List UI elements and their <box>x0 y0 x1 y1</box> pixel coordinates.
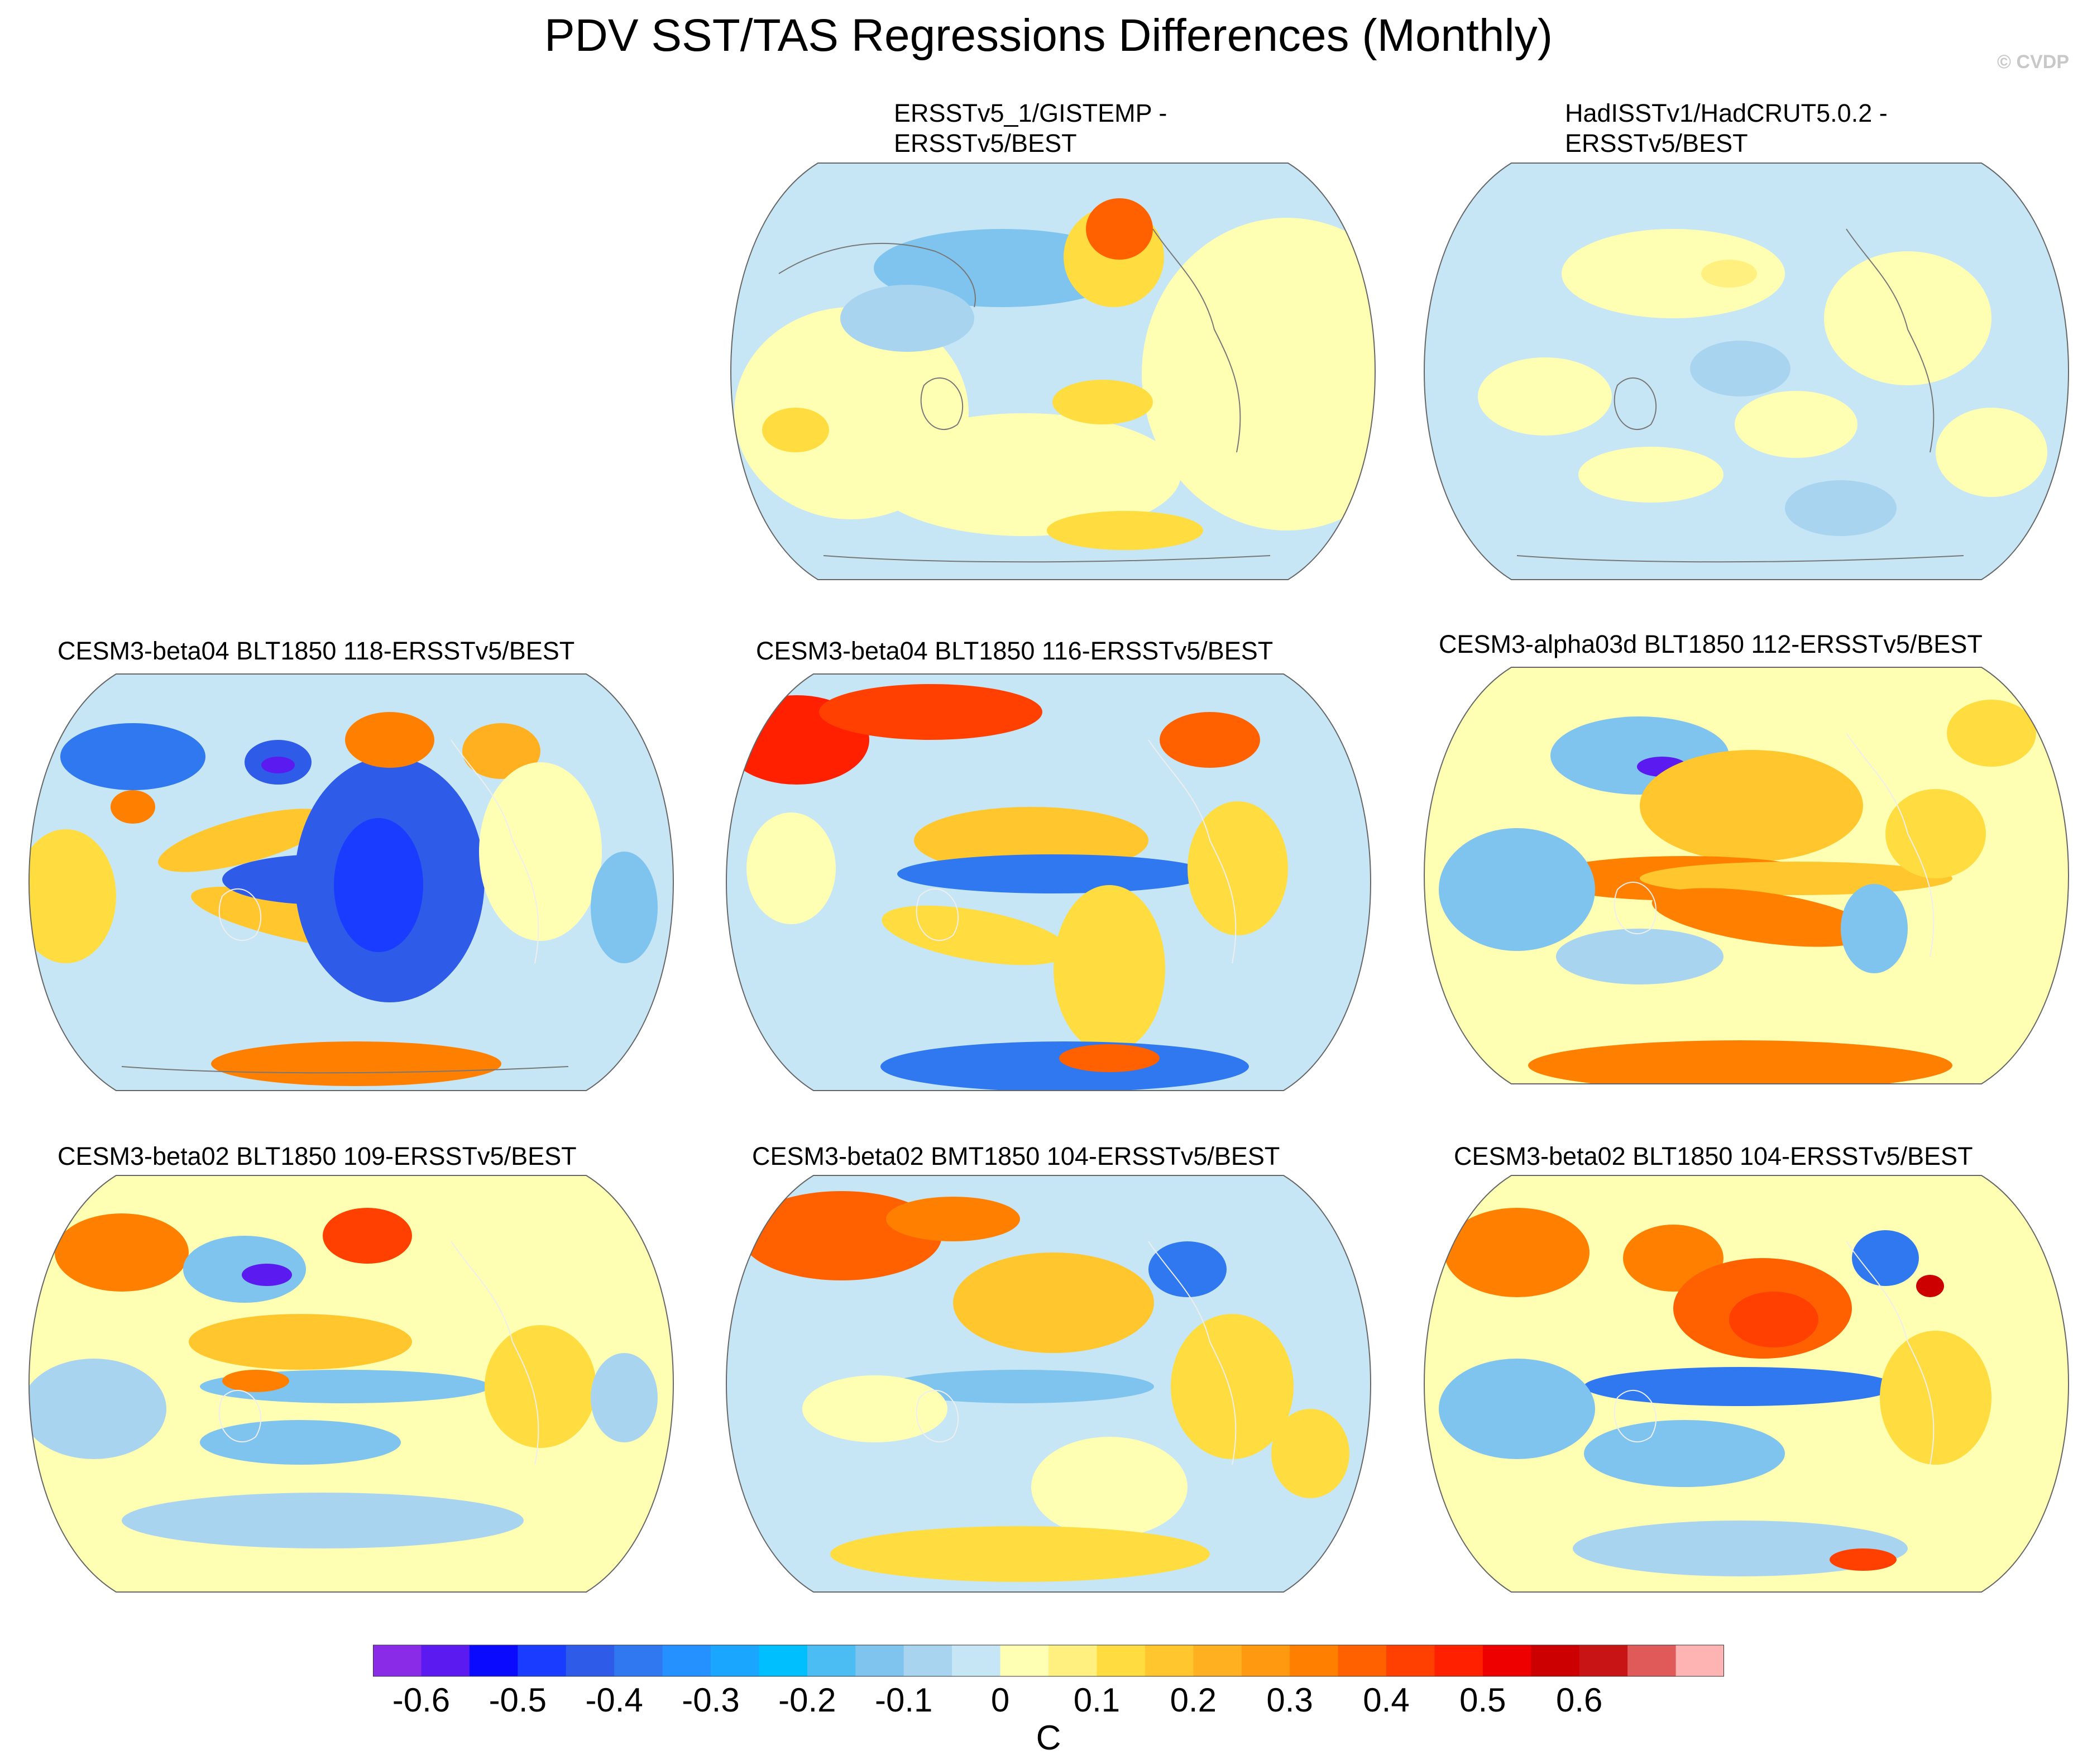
colorbar-tick-label: 0.5 <box>1459 1681 1506 1719</box>
colorbar-swatch <box>1241 1645 1290 1676</box>
figure-title: PDV SST/TAS Regressions Differences (Mon… <box>544 10 1553 61</box>
map-panel-4 <box>726 673 1371 1091</box>
panel-title: CESM3-beta04 BLT1850 116-ERSSTv5/BEST <box>756 637 1273 665</box>
colorbar-swatch <box>421 1645 470 1676</box>
colorbar-swatch <box>1531 1645 1580 1676</box>
colorbar-tick-label: -0.2 <box>778 1681 836 1719</box>
colorbar-swatch <box>759 1645 808 1676</box>
colorbar-tick-label: -0.5 <box>489 1681 547 1719</box>
panel-title: HadISSTv1/HadCRUT5.0.2 - ERSSTv5/BEST <box>1565 99 1888 157</box>
colorbar-swatch <box>1386 1645 1435 1676</box>
colorbar-tick-label: -0.4 <box>585 1681 643 1719</box>
colorbar-swatch <box>807 1645 856 1676</box>
map-panel-6 <box>28 1175 674 1593</box>
map-panel-7 <box>726 1175 1371 1593</box>
colorbar-swatch <box>855 1645 904 1676</box>
colorbar-swatch <box>903 1645 952 1676</box>
colorbar-swatch <box>1579 1645 1628 1676</box>
colorbar <box>373 1645 1724 1677</box>
panel-title: CESM3-alpha03d BLT1850 112-ERSSTv5/BEST <box>1439 630 1983 658</box>
colorbar-swatch <box>518 1645 567 1676</box>
colorbar-tick-label: -0.3 <box>682 1681 740 1719</box>
colorbar-unit: C <box>1036 1719 1061 1757</box>
colorbar-tick-label: 0.1 <box>1073 1681 1121 1719</box>
colorbar-swatch <box>1290 1645 1339 1676</box>
colorbar-tick-label: 0.3 <box>1266 1681 1313 1719</box>
colorbar-tick-label: 0 <box>990 1681 1010 1719</box>
colorbar-swatch <box>566 1645 615 1676</box>
colorbar-swatch <box>469 1645 518 1676</box>
colorbar-swatch <box>711 1645 760 1676</box>
colorbar-swatch <box>1145 1645 1194 1676</box>
map-panel-3 <box>28 673 674 1091</box>
map-panel-8 <box>1424 1175 2069 1593</box>
map-panel-1 <box>730 162 1376 580</box>
panel-title: ERSSTv5_1/GISTEMP - ERSSTv5/BEST <box>894 99 1167 157</box>
colorbar-swatch <box>1482 1645 1531 1676</box>
colorbar-swatch <box>1675 1645 1724 1676</box>
map-panel-5 <box>1424 667 2069 1084</box>
colorbar-swatch <box>1627 1645 1677 1676</box>
colorbar-tick-label: 0.2 <box>1170 1681 1217 1719</box>
panel-title: CESM3-beta02 BMT1850 104-ERSSTv5/BEST <box>752 1142 1280 1170</box>
colorbar-swatch <box>614 1645 663 1676</box>
colorbar-swatch <box>1048 1645 1098 1676</box>
colorbar-swatch <box>662 1645 711 1676</box>
map-panel-2 <box>1424 162 2069 580</box>
colorbar-tick-label: 0.6 <box>1555 1681 1603 1719</box>
colorbar-swatch <box>952 1645 1001 1676</box>
colorbar-tick-label: 0.4 <box>1363 1681 1410 1719</box>
colorbar-swatch <box>1338 1645 1387 1676</box>
colorbar-tick-label: -0.6 <box>392 1681 451 1719</box>
colorbar-swatch <box>1000 1645 1049 1676</box>
panel-title: CESM3-beta04 BLT1850 118-ERSSTv5/BEST <box>58 637 575 665</box>
colorbar-swatch <box>1434 1645 1483 1676</box>
colorbar-swatch <box>1193 1645 1242 1676</box>
panel-title: CESM3-beta02 BLT1850 109-ERSSTv5/BEST <box>58 1142 577 1170</box>
colorbar-swatch <box>373 1645 422 1676</box>
colorbar-swatch <box>1097 1645 1146 1676</box>
copyright-watermark: © CVDP <box>1997 51 2069 73</box>
panel-title: CESM3-beta02 BLT1850 104-ERSSTv5/BEST <box>1454 1142 1973 1170</box>
colorbar-tick-label: -0.1 <box>875 1681 933 1719</box>
